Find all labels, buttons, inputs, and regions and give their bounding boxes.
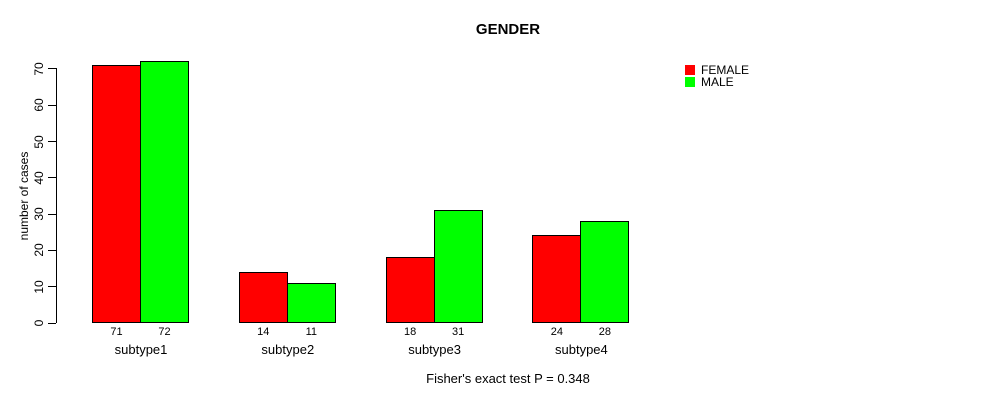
legend-swatch-male <box>685 77 695 87</box>
y-axis-tick-label: 0 <box>32 319 46 327</box>
y-axis-tick-label: 70 <box>32 62 46 76</box>
bar-female-subtype1 <box>92 64 141 324</box>
bar-value-label: 28 <box>598 326 612 338</box>
y-axis-tick <box>48 249 56 251</box>
bar-value-label: 11 <box>305 326 318 338</box>
chart-title: GENDER <box>475 21 541 38</box>
bar-male-subtype4 <box>580 220 630 324</box>
x-axis-category-label: subtype2 <box>261 342 315 357</box>
bar-value-label: 71 <box>110 326 123 338</box>
y-axis-tick <box>48 141 56 142</box>
bar-value-label: 24 <box>550 326 564 338</box>
bar-value-label: 18 <box>403 326 417 338</box>
legend-label: MALE <box>701 75 734 89</box>
y-axis-tick-label: 10 <box>32 280 46 294</box>
y-axis-tick-label: 50 <box>32 134 46 149</box>
y-axis-tick <box>48 177 56 179</box>
bar-value-label: 14 <box>257 326 270 338</box>
legend: FEMALE MALE <box>685 64 749 88</box>
legend-label: FEMALE <box>701 63 750 77</box>
y-axis-label: number of cases <box>17 151 31 241</box>
y-axis-tick-label: 20 <box>32 243 46 258</box>
y-axis-tick <box>48 68 56 70</box>
legend-item-male: MALE <box>685 76 749 88</box>
y-axis-tick <box>48 104 56 106</box>
bar-value-label: 31 <box>451 326 465 338</box>
bar-male-subtype1 <box>140 61 189 324</box>
legend-swatch-female <box>685 65 695 75</box>
x-axis-category-label: subtype3 <box>408 342 461 357</box>
bar-male-subtype2 <box>286 282 336 324</box>
y-axis-tick <box>48 286 56 288</box>
y-axis-tick <box>48 322 56 324</box>
x-axis-category-label: subtype4 <box>555 342 608 357</box>
y-axis-tick <box>48 213 56 215</box>
bar-female-subtype2 <box>238 271 288 324</box>
y-axis-tick-label: 30 <box>32 207 46 221</box>
y-axis-tick-label: 40 <box>32 171 46 185</box>
bar-male-subtype3 <box>433 209 483 324</box>
bar-female-subtype4 <box>532 235 582 324</box>
y-axis-line <box>56 68 57 324</box>
legend-item-female: FEMALE <box>685 64 749 76</box>
y-axis-tick-label: 60 <box>32 98 46 112</box>
caption-text: Fisher's exact test P = 0.348 <box>426 371 590 386</box>
bar-female-subtype3 <box>385 257 435 324</box>
x-axis-category-label: subtype1 <box>114 342 168 357</box>
bar-value-label: 72 <box>158 326 171 338</box>
